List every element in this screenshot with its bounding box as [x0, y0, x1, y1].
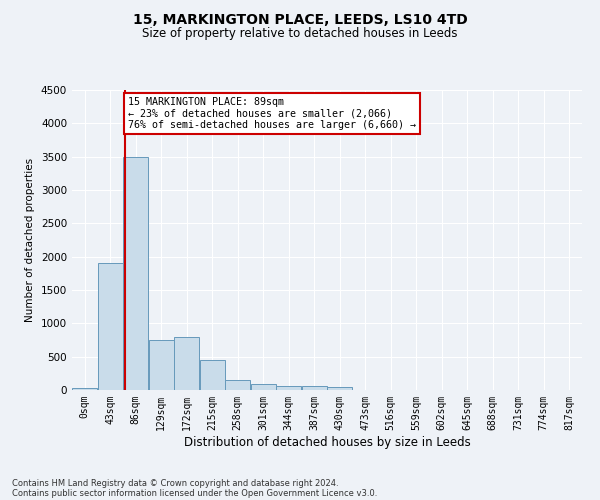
Bar — [72, 388, 97, 390]
Y-axis label: Number of detached properties: Number of detached properties — [25, 158, 35, 322]
Bar — [149, 340, 174, 390]
Bar — [327, 386, 352, 390]
Bar — [123, 156, 148, 390]
X-axis label: Distribution of detached houses by size in Leeds: Distribution of detached houses by size … — [184, 436, 470, 448]
Bar — [200, 360, 225, 390]
Text: 15, MARKINGTON PLACE, LEEDS, LS10 4TD: 15, MARKINGTON PLACE, LEEDS, LS10 4TD — [133, 12, 467, 26]
Text: Size of property relative to detached houses in Leeds: Size of property relative to detached ho… — [142, 28, 458, 40]
Bar — [225, 380, 250, 390]
Bar — [302, 386, 327, 390]
Text: 15 MARKINGTON PLACE: 89sqm
← 23% of detached houses are smaller (2,066)
76% of s: 15 MARKINGTON PLACE: 89sqm ← 23% of deta… — [128, 96, 416, 130]
Bar — [276, 386, 301, 390]
Bar — [251, 384, 276, 390]
Bar — [174, 336, 199, 390]
Text: Contains HM Land Registry data © Crown copyright and database right 2024.: Contains HM Land Registry data © Crown c… — [12, 478, 338, 488]
Bar — [98, 264, 123, 390]
Text: Contains public sector information licensed under the Open Government Licence v3: Contains public sector information licen… — [12, 488, 377, 498]
